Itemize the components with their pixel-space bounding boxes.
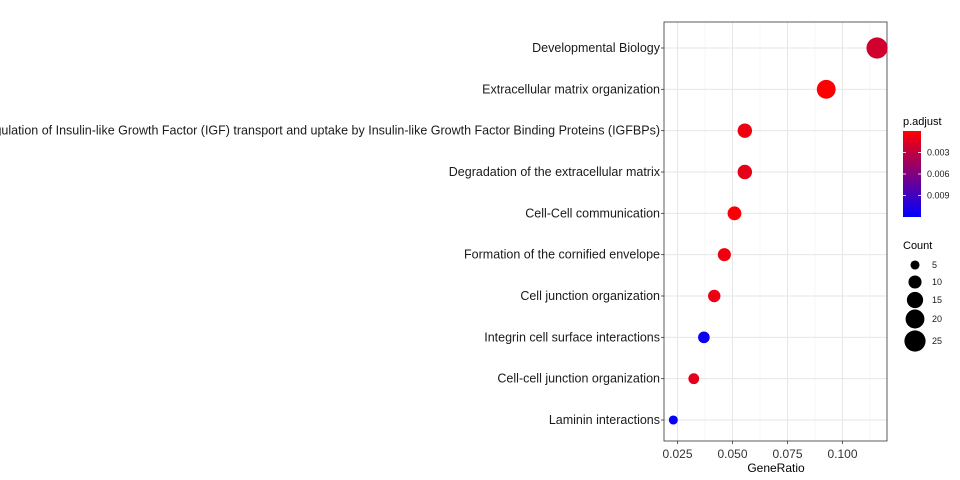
color-legend-ticks: 0.003 0.006 0.009	[903, 148, 950, 201]
data-point	[737, 123, 753, 138]
data-point	[816, 79, 836, 99]
size-legend-label: 10	[932, 277, 942, 287]
y-axis-category-labels: Developmental Biology Extracellular matri…	[0, 41, 661, 427]
size-legend-label: 25	[932, 336, 942, 346]
size-legend-dot	[910, 260, 920, 270]
size-legend-dot	[905, 309, 925, 329]
category-label: Formation of the cornified envelope	[464, 248, 660, 262]
size-legend-dot	[904, 330, 926, 352]
size-legend: Count 5 10 15 20 25	[903, 240, 942, 352]
data-point	[727, 206, 742, 221]
category-label: Integrin cell surface interactions	[484, 330, 660, 344]
data-point	[698, 331, 710, 344]
data-point	[688, 373, 700, 385]
category-label: Cell-Cell communication	[525, 206, 660, 220]
color-legend-tick-label: 0.009	[927, 191, 950, 201]
data-point	[668, 415, 678, 425]
data-points	[668, 37, 888, 425]
size-legend-label: 15	[932, 295, 942, 305]
color-legend-bar	[903, 131, 921, 217]
category-label: Degradation of the extracellular matrix	[449, 165, 661, 179]
x-tick-label: 0.025	[662, 447, 692, 461]
y-axis-ticks	[661, 47, 664, 421]
size-legend-title: Count	[903, 240, 932, 252]
category-label: Cell junction organization	[520, 289, 660, 303]
plot-panel-border	[663, 21, 888, 442]
category-label: Developmental Biology	[532, 41, 661, 55]
category-label: Extracellular matrix organization	[482, 82, 660, 96]
x-axis-ticks: 0.025 0.050 0.075 0.100	[662, 441, 858, 461]
size-legend-items: 5 10 15 20 25	[904, 260, 942, 352]
x-tick-label: 0.100	[827, 447, 857, 461]
x-axis-title: GeneRatio	[747, 461, 805, 475]
category-label: Cell-cell junction organization	[497, 372, 660, 386]
data-point	[866, 37, 888, 59]
size-legend-dot	[906, 291, 924, 309]
data-point	[717, 248, 731, 262]
data-point	[708, 289, 721, 303]
color-legend-tick-label: 0.006	[927, 169, 950, 179]
data-point	[737, 164, 753, 180]
size-legend-label: 20	[932, 314, 942, 324]
color-legend-title: p.adjust	[903, 116, 942, 128]
category-label: Laminin interactions	[549, 413, 660, 427]
size-legend-dot	[908, 275, 922, 289]
x-tick-label: 0.075	[772, 447, 802, 461]
category-label: Regulation of Insulin-like Growth Factor…	[0, 124, 660, 138]
size-legend-label: 5	[932, 260, 937, 270]
color-legend-tick-label: 0.003	[927, 148, 950, 158]
plot-grid	[664, 22, 887, 441]
color-legend: p.adjust 0.003 0.006 0.009	[903, 116, 950, 217]
x-tick-label: 0.050	[717, 447, 747, 461]
